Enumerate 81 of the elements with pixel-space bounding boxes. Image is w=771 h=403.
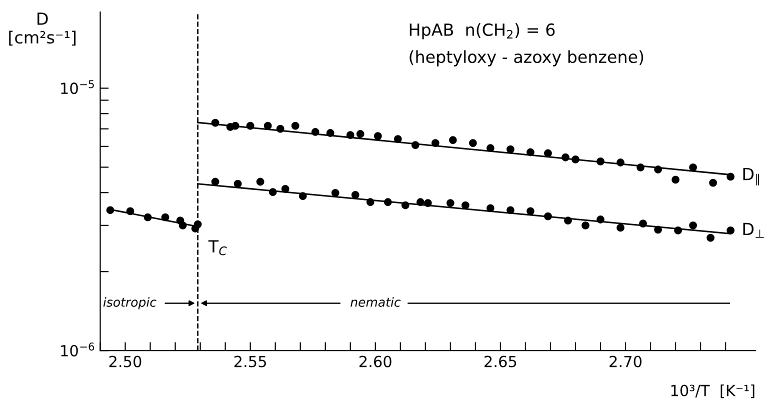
x-tick-label: 2.60	[359, 356, 392, 368]
text: (heptyloxy - azoxy benzene)	[410, 50, 644, 66]
point	[672, 176, 680, 184]
point	[636, 163, 644, 172]
point	[572, 156, 580, 164]
point	[351, 190, 360, 199]
point	[564, 216, 572, 225]
x-axis-title: 10³/T [K⁻¹]	[671, 384, 754, 398]
point	[424, 199, 432, 208]
point	[544, 212, 552, 220]
point	[401, 201, 410, 210]
point	[384, 198, 392, 206]
point	[689, 221, 697, 230]
x-tick-label: 2.70	[610, 356, 642, 368]
point	[448, 136, 457, 144]
point	[468, 139, 477, 147]
point	[326, 129, 334, 137]
point	[394, 135, 402, 144]
point	[311, 128, 320, 136]
x-tick-label: 2.50	[109, 356, 142, 368]
point	[356, 130, 364, 138]
point	[281, 185, 290, 193]
point	[706, 234, 715, 242]
point	[374, 132, 382, 140]
point	[291, 122, 300, 130]
point	[562, 153, 570, 162]
point	[106, 206, 114, 214]
point	[268, 188, 277, 196]
point	[191, 224, 200, 232]
point	[276, 124, 284, 133]
point	[298, 192, 307, 200]
point	[231, 122, 240, 130]
y-axis-title: D [cm²s⁻¹]	[9, 12, 76, 46]
point	[654, 226, 662, 234]
y-tick-label: 10$^{−6}$	[61, 342, 94, 357]
point	[178, 221, 187, 230]
point	[431, 139, 440, 147]
point	[726, 226, 735, 234]
point	[446, 199, 454, 208]
point	[144, 213, 152, 222]
point	[526, 207, 534, 216]
point	[654, 166, 662, 174]
point	[331, 188, 340, 197]
point	[544, 149, 552, 158]
point	[264, 122, 272, 130]
point	[416, 198, 424, 206]
point	[582, 221, 590, 230]
text: HpAB n(CH$_{2}$) = 6	[410, 23, 555, 40]
x-tick-label: 2.55	[234, 356, 266, 368]
series-label: D$_{∥}$	[743, 168, 759, 186]
point	[366, 198, 374, 206]
point	[596, 216, 604, 224]
x-tick-label: 2.65	[484, 356, 516, 368]
point	[346, 131, 354, 139]
annotation: nematic	[350, 297, 401, 307]
point	[726, 172, 735, 181]
point	[674, 226, 682, 234]
point	[486, 204, 494, 212]
point	[211, 118, 220, 127]
point	[689, 163, 697, 172]
point	[616, 158, 624, 166]
y-tick-label: 10$^{−5}$	[61, 80, 94, 94]
series-label: D$_{⊥}$	[743, 222, 764, 238]
point	[461, 201, 470, 210]
point	[639, 220, 647, 228]
point	[126, 207, 134, 216]
point	[709, 178, 718, 187]
point	[256, 178, 264, 186]
point	[246, 122, 254, 130]
ref-line-label: T$_{C}$	[208, 240, 227, 256]
annotation: isotropic	[103, 297, 156, 310]
point	[161, 213, 170, 222]
point	[616, 224, 624, 232]
point	[486, 144, 494, 152]
point	[211, 178, 220, 186]
point	[411, 141, 420, 150]
point	[506, 206, 514, 214]
point	[596, 157, 604, 166]
point	[506, 145, 514, 154]
point	[526, 148, 534, 156]
point	[234, 180, 242, 188]
